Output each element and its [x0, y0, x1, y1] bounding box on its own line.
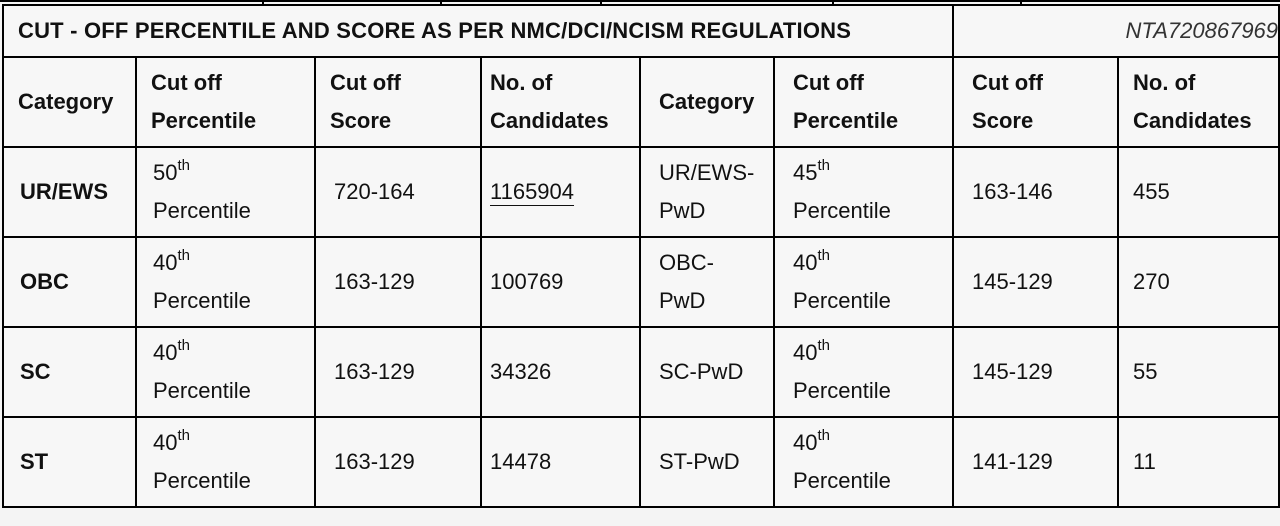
category-text: OBC-	[659, 250, 714, 275]
percentile-word: Percentile	[793, 468, 891, 493]
table-row: SC 40th Percentile 163-129 34326 SC-PwD …	[2, 326, 1280, 418]
header-score-right: Cut off Score	[952, 56, 1120, 148]
score-cell-pwd: 145-129	[952, 236, 1120, 328]
cutoff-table: CUT - OFF PERCENTILE AND SCORE AS PER NM…	[1, 4, 1280, 508]
candidates-cell: 34326	[480, 326, 641, 418]
score-cell-pwd: 141-129	[952, 416, 1120, 508]
document-title: CUT - OFF PERCENTILE AND SCORE AS PER NM…	[1, 4, 955, 58]
header-candidates-left: No. of Candidates	[480, 56, 641, 148]
percentile-cell-pwd: 40th Percentile	[772, 326, 955, 418]
ordinal-suffix: th	[817, 426, 830, 444]
score-cell-pwd: 163-146	[952, 146, 1120, 238]
header-text: Score	[972, 108, 1034, 133]
percentile-number: 40	[793, 340, 818, 365]
header-score-left: Cut off Score	[314, 56, 482, 148]
ordinal-suffix: th	[817, 336, 830, 354]
border-tick	[832, 2, 834, 6]
candidates-cell: 14478	[480, 416, 641, 508]
category-cell: UR/EWS	[2, 146, 137, 238]
percentile-number: 40	[153, 430, 178, 455]
percentile-word: Percentile	[793, 378, 891, 403]
candidates-cell: 1165904	[480, 146, 641, 238]
header-text: Cut off	[330, 70, 401, 95]
table-row: OBC 40th Percentile 163-129 100769 OBC- …	[2, 236, 1280, 328]
category-cell: SC	[2, 326, 137, 418]
percentile-cell-pwd: 45th Percentile	[772, 146, 955, 238]
percentile-word: Percentile	[153, 468, 251, 493]
header-text: Percentile	[151, 108, 257, 133]
percentile-word: Percentile	[793, 198, 891, 223]
header-text: No. of	[1133, 70, 1196, 95]
ordinal-suffix: th	[817, 246, 830, 264]
percentile-cell: 40th Percentile	[135, 326, 316, 418]
score-cell: 163-129	[314, 416, 482, 508]
ordinal-suffix: th	[177, 336, 190, 354]
title-row: CUT - OFF PERCENTILE AND SCORE AS PER NM…	[1, 4, 1280, 58]
ordinal-suffix: th	[177, 156, 190, 174]
percentile-number: 40	[793, 250, 818, 275]
border-tick	[262, 2, 264, 6]
score-cell: 720-164	[314, 146, 482, 238]
candidates-cell-pwd: 55	[1117, 326, 1280, 418]
percentile-number: 40	[153, 250, 178, 275]
candidates-cell-pwd: 455	[1117, 146, 1280, 238]
percentile-number: 50	[153, 160, 178, 185]
percentile-cell-pwd: 40th Percentile	[772, 236, 955, 328]
percentile-number: 40	[793, 430, 818, 455]
percentile-word: Percentile	[153, 198, 251, 223]
category-cell: OBC	[2, 236, 137, 328]
reference-code: NTA720867969	[952, 4, 1280, 58]
border-tick	[1020, 2, 1022, 6]
header-text: Percentile	[793, 108, 899, 133]
category-text: PwD	[659, 198, 706, 223]
ordinal-suffix: th	[817, 156, 830, 174]
category-text: UR/EWS-	[659, 160, 755, 185]
table-row: UR/EWS 50th Percentile 720-164 1165904 U…	[2, 146, 1280, 238]
percentile-word: Percentile	[153, 378, 251, 403]
header-text: Cut off	[793, 70, 864, 95]
previous-table-border	[0, 0, 1280, 6]
header-percentile-left: Cut off Percentile	[135, 56, 316, 148]
header-text: Cut off	[972, 70, 1043, 95]
border-tick	[600, 2, 602, 6]
header-percentile-right: Cut off Percentile	[772, 56, 955, 148]
header-text: No. of	[490, 70, 553, 95]
border-tick	[440, 2, 442, 6]
category-cell: ST	[2, 416, 137, 508]
score-cell: 163-129	[314, 236, 482, 328]
candidates-cell-pwd: 270	[1117, 236, 1280, 328]
category-cell-pwd: SC-PwD	[639, 326, 775, 418]
table-row: ST 40th Percentile 163-129 14478 ST-PwD …	[2, 416, 1280, 508]
percentile-cell: 40th Percentile	[135, 416, 316, 508]
header-category-right: Category	[639, 56, 775, 148]
category-cell-pwd: ST-PwD	[639, 416, 775, 508]
header-text: Cut off	[151, 70, 222, 95]
percentile-number: 40	[153, 340, 178, 365]
header-text: Candidates	[1133, 108, 1252, 133]
header-candidates-right: No. of Candidates	[1117, 56, 1280, 148]
candidates-cell-pwd: 11	[1117, 416, 1280, 508]
score-cell: 163-129	[314, 326, 482, 418]
percentile-cell: 50th Percentile	[135, 146, 316, 238]
percentile-cell: 40th Percentile	[135, 236, 316, 328]
ordinal-suffix: th	[177, 426, 190, 444]
header-category-left: Category	[2, 56, 137, 148]
candidates-value: 1165904	[490, 179, 575, 204]
category-text: PwD	[659, 288, 706, 313]
percentile-word: Percentile	[793, 288, 891, 313]
candidates-cell: 100769	[480, 236, 641, 328]
percentile-cell-pwd: 40th Percentile	[772, 416, 955, 508]
category-cell-pwd: UR/EWS- PwD	[639, 146, 775, 238]
score-cell-pwd: 145-129	[952, 326, 1120, 418]
header-text: Score	[330, 108, 392, 133]
header-text: Candidates	[490, 108, 609, 133]
category-cell-pwd: OBC- PwD	[639, 236, 775, 328]
ordinal-suffix: th	[177, 246, 190, 264]
header-row: Category Cut off Percentile Cut off Scor…	[2, 56, 1280, 148]
percentile-number: 45	[793, 160, 818, 185]
percentile-word: Percentile	[153, 288, 251, 313]
